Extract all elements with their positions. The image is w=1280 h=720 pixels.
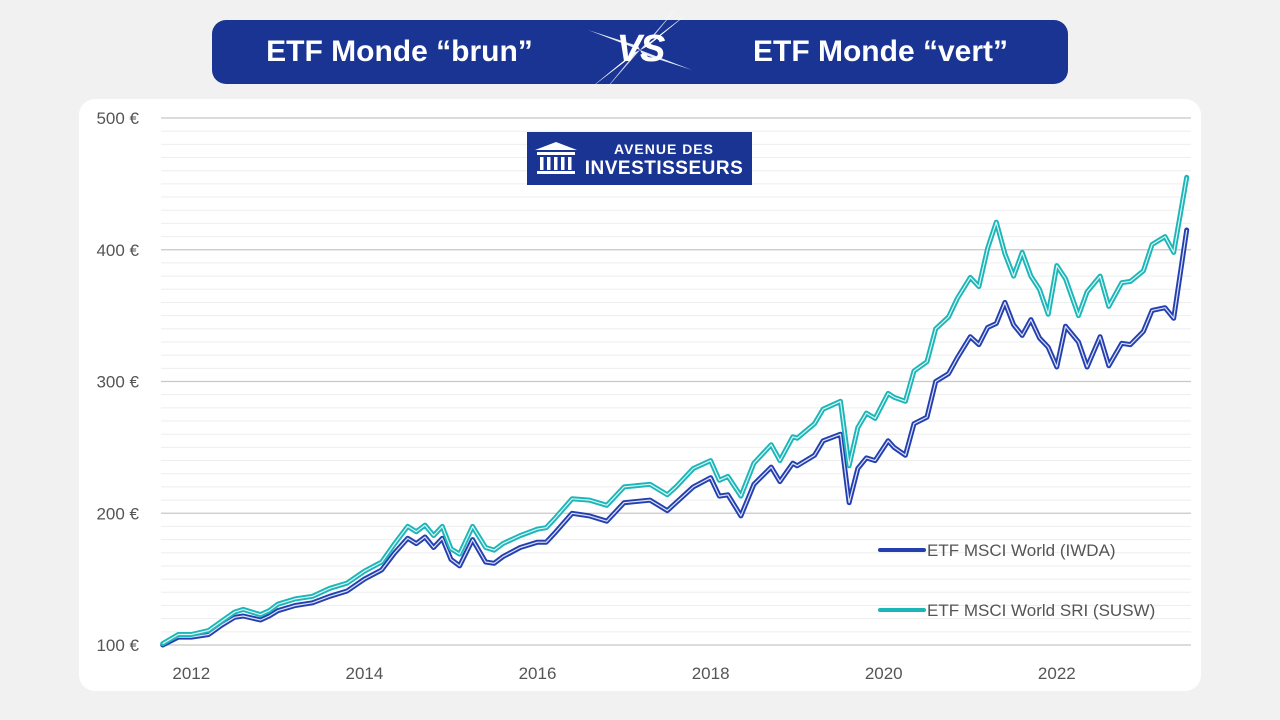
series-line-highlight [162, 229, 1188, 646]
series-line-highlight [162, 177, 1188, 645]
x-tick-label: 2018 [692, 664, 730, 683]
x-tick-label: 2020 [865, 664, 903, 683]
y-tick-label: 500 € [96, 109, 139, 128]
y-tick-label: 100 € [96, 636, 139, 655]
line-chart: 100 €200 €300 €400 €500 € 2012 2014 2016 20… [96, 109, 1191, 683]
legend-label-iwda: ETF MSCI World (IWDA) [927, 541, 1116, 560]
green-etf-title: ETF Monde “vert” [752, 35, 1008, 68]
x-tick-label: 2012 [172, 664, 210, 683]
logo-line2: INVESTISSEURS [585, 158, 744, 179]
vs-burst-icon [588, 4, 692, 96]
series-line-iwda [160, 227, 1190, 648]
title-banner: ETF Monde “brun” ETF Monde “vert” [212, 20, 1068, 84]
series-lines [160, 174, 1190, 648]
legend-item-iwda: ETF MSCI World (IWDA) [878, 541, 1116, 560]
x-tick-label: 2022 [1038, 664, 1076, 683]
bank-icon [535, 142, 577, 174]
x-axis: 2012 2014 2016 2018 2020 2022 [172, 664, 1075, 683]
y-tick-label: 200 € [96, 504, 139, 523]
legend: ETF MSCI World (IWDA) ETF MSCI World SRI… [878, 541, 1155, 620]
vs-label: VS [616, 28, 666, 70]
x-tick-label: 2014 [345, 664, 383, 683]
series-line-susw [160, 174, 1190, 647]
chart-card: 100 €200 €300 €400 €500 € 2012 2014 2016 20… [79, 99, 1201, 691]
x-tick-label: 2016 [519, 664, 557, 683]
brown-etf-title: ETF Monde “brun” [266, 35, 533, 68]
y-tick-label: 400 € [96, 241, 139, 260]
legend-item-susw: ETF MSCI World SRI (SUSW) [878, 601, 1155, 620]
logo-line1: AVENUE DES [614, 141, 714, 157]
y-axis: 100 € 200 € 300 € 400 € 500 € [96, 109, 139, 655]
legend-label-susw: ETF MSCI World SRI (SUSW) [927, 601, 1155, 620]
grid [161, 117, 1191, 646]
y-tick-label: 300 € [96, 373, 139, 392]
logo: AVENUE DES INVESTISSEURS [527, 132, 752, 185]
